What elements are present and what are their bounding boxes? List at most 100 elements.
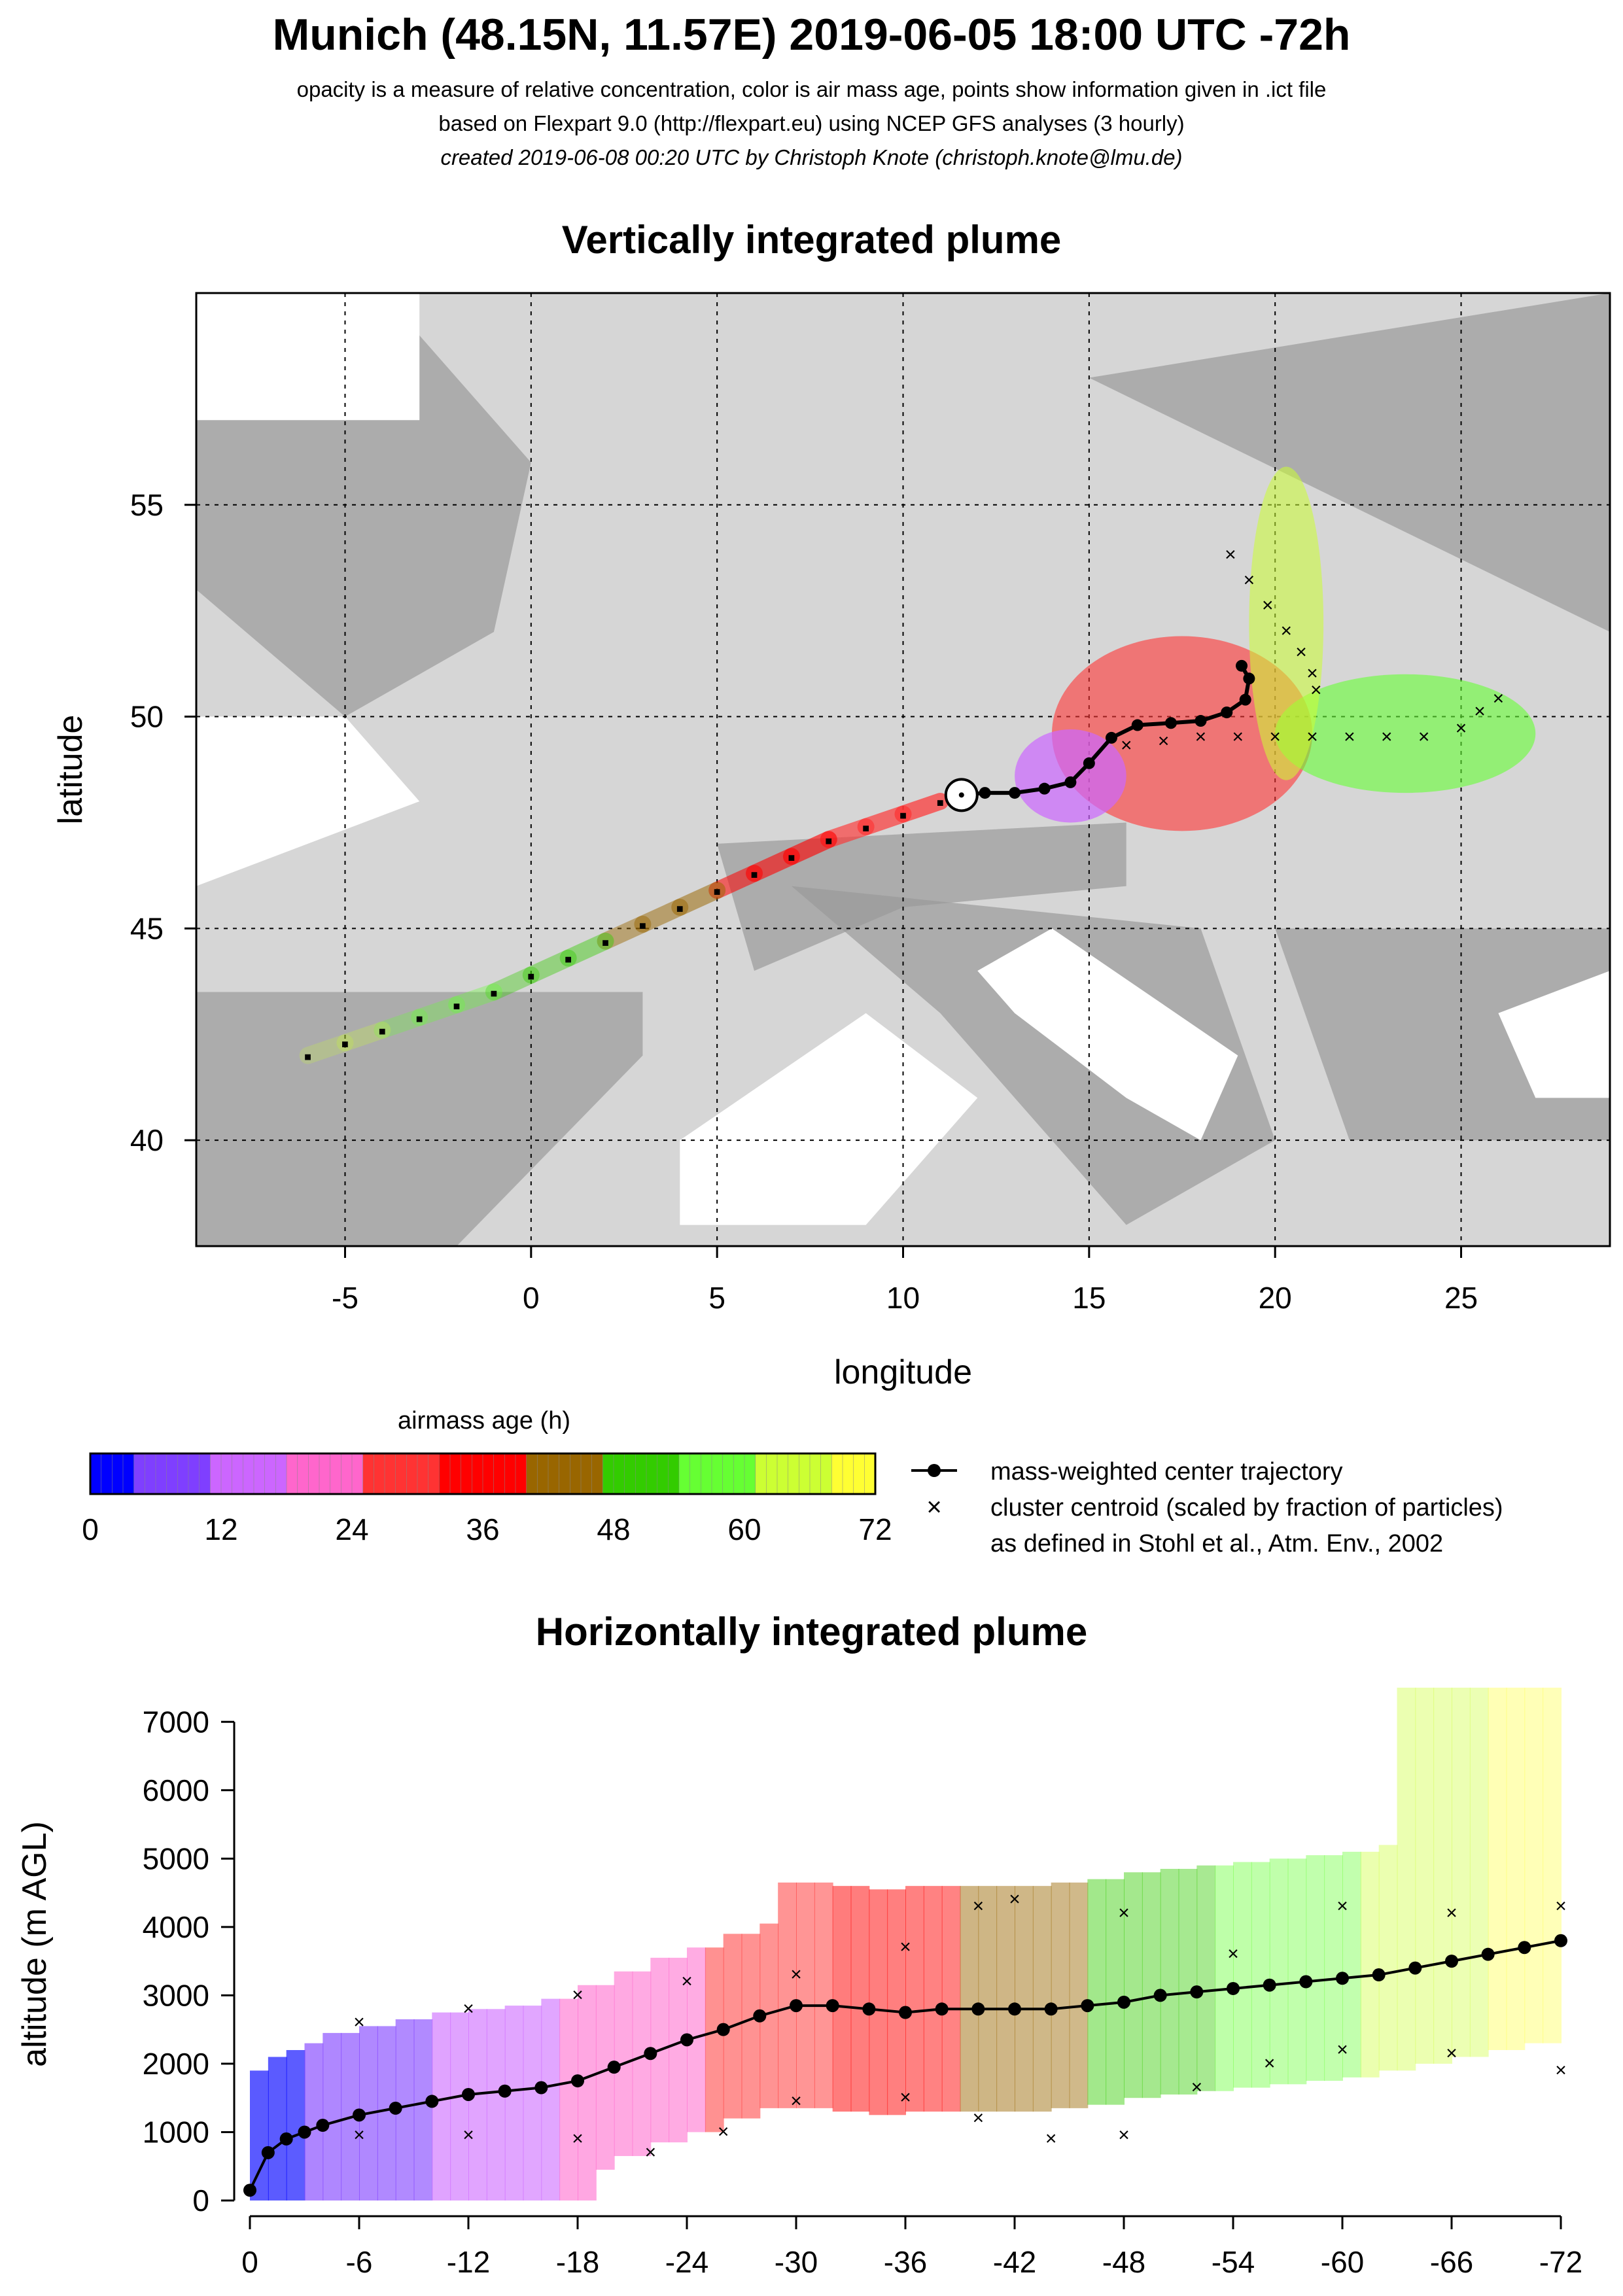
plume-cell xyxy=(887,1889,906,2115)
plume-cell xyxy=(1452,1688,1471,2057)
colorbar-cell xyxy=(351,1453,364,1495)
cluster-centroid-mark: × xyxy=(1191,2077,1203,2098)
center-trajectory-point xyxy=(1408,1961,1422,1975)
plume-cell xyxy=(250,2070,269,2200)
plume-cell xyxy=(1233,1862,1252,2088)
colorbar-tick-label: 24 xyxy=(335,1512,368,1546)
plume-cell xyxy=(1124,1872,1143,2098)
map-panel: ■■■■■■■■■■■■■■■■■■× × × × × × × × × ××××××××××-5 0… xyxy=(52,292,1611,1391)
colorbar xyxy=(89,1452,877,1495)
cluster-centroid-mark: ■ xyxy=(341,1037,349,1051)
colorbar-cell xyxy=(264,1453,277,1495)
plume-cell xyxy=(978,1886,998,2112)
x-tick-label: -6 xyxy=(346,2245,373,2279)
plume-east xyxy=(1275,674,1536,793)
colorbar-cell xyxy=(646,1453,658,1495)
cluster-centroid-mark: × xyxy=(1262,595,1274,616)
plume-cell xyxy=(905,1886,924,2112)
colorbar-cell xyxy=(101,1453,113,1495)
center-trajectory-point xyxy=(1236,659,1248,672)
colorbar-cell xyxy=(145,1453,157,1495)
cluster-centroid-mark: ■ xyxy=(379,1025,386,1038)
legend-dot-icon xyxy=(928,1464,941,1477)
cluster-centroid-mark: × xyxy=(1225,544,1236,565)
y-tick-label: 3000 xyxy=(143,1978,209,2012)
cluster-centroid-mark: × xyxy=(1336,1896,1348,1917)
x-tick-label: -18 xyxy=(556,2245,599,2279)
plume-segment xyxy=(634,898,689,933)
plume-cell xyxy=(960,1886,979,2112)
plume-segment xyxy=(485,966,540,1001)
plume-cell xyxy=(323,2032,342,2200)
plume-cell xyxy=(814,1882,833,2108)
release-site-center xyxy=(958,792,964,798)
plume-cell xyxy=(1287,1858,1307,2085)
x-tick-label: -54 xyxy=(1212,2245,1255,2279)
colorbar-cell xyxy=(188,1453,200,1495)
colorbar-cell xyxy=(286,1453,298,1495)
center-trajectory-point xyxy=(534,2081,548,2095)
colorbar-cell xyxy=(777,1453,789,1495)
y-tick-label: 0 xyxy=(192,2183,209,2218)
plume-cells xyxy=(250,1688,1562,2200)
colorbar-cell xyxy=(788,1453,800,1495)
terrain-shading xyxy=(196,293,1610,1246)
center-trajectory-point xyxy=(1131,719,1143,731)
cluster-centroid-mark: × xyxy=(572,1984,584,2006)
plume-cell xyxy=(741,1934,761,2119)
plume-cell xyxy=(1360,1851,1380,2078)
colorbar-cell xyxy=(722,1453,735,1495)
subtitle-credit: created 2019-06-08 00:20 UTC by Christop… xyxy=(440,145,1183,169)
colorbar-cell xyxy=(155,1453,167,1495)
terrain-region xyxy=(1275,928,1610,1141)
plume-cell xyxy=(1032,1886,1052,2112)
colorbar-cell xyxy=(330,1453,342,1495)
plume-cell xyxy=(1543,1688,1562,2044)
plume-north xyxy=(1249,466,1324,780)
center-trajectory-point xyxy=(716,2023,730,2036)
colorbar-cell xyxy=(461,1453,473,1495)
height-panel: × × × × × × × × × × × × × × × × × × × × × × × × × × × × 0 -6 -12 -18 -24… xyxy=(16,1688,1582,2279)
center-trajectory-point xyxy=(261,2146,275,2159)
colorbar-tick-label: 12 xyxy=(204,1512,237,1546)
cluster-centroid-mark: ■ xyxy=(639,919,646,932)
colorbar-cell xyxy=(580,1453,593,1495)
plume-cell xyxy=(850,1886,870,2112)
legend-entry-2: cluster centroid (scaled by fraction of … xyxy=(990,1494,1503,1522)
plume-cell xyxy=(1342,1851,1361,2078)
center-trajectory-point xyxy=(680,2033,693,2047)
y-tick-label: 50 xyxy=(130,700,164,734)
cluster-centroid-mark: × xyxy=(1493,688,1505,710)
x-tick-label: -5 xyxy=(332,1281,358,1315)
colorbar-cell xyxy=(384,1453,396,1495)
center-trajectory-point xyxy=(1299,1975,1313,1989)
y-tick-label: 2000 xyxy=(143,2047,209,2081)
x-tick-label: 25 xyxy=(1444,1281,1478,1315)
plume-cell xyxy=(1506,1688,1526,2051)
colorbar-cell xyxy=(439,1453,451,1495)
plume-cell xyxy=(1415,1688,1435,2064)
cluster-centroid-mark: × xyxy=(1264,2053,1276,2074)
cluster-centroid-mark: × xyxy=(1344,726,1355,748)
plume-cell xyxy=(1524,1688,1544,2044)
x-tick-label: 20 xyxy=(1259,1281,1292,1315)
center-trajectory-point xyxy=(1263,1978,1276,1992)
legend-entry-1: mass-weighted center trajectory xyxy=(990,1458,1343,1486)
center-trajectory-point xyxy=(1243,672,1255,685)
terrain-region xyxy=(791,886,1276,1225)
colorbar-cell xyxy=(515,1453,527,1495)
center-trajectory-point xyxy=(279,2132,293,2146)
x-tick-label: 15 xyxy=(1072,1281,1106,1315)
center-trajectory-point xyxy=(971,2002,985,2016)
subtitle-opacity-note: opacity is a measure of relative concent… xyxy=(296,77,1327,101)
plume-cell xyxy=(1142,1872,1161,2098)
plume-cell xyxy=(1378,1845,1398,2071)
cluster-centroid-mark: × xyxy=(1118,2125,1130,2146)
colorbar-cell xyxy=(799,1453,811,1495)
center-trajectory-point xyxy=(1117,1995,1130,2009)
cluster-centroid-mark: × xyxy=(462,1998,474,2019)
colorbar-cell xyxy=(668,1453,680,1495)
cluster-centroid-mark: × xyxy=(718,2121,729,2142)
plume-cell xyxy=(869,1889,888,2115)
center-trajectory-point xyxy=(607,2061,621,2074)
